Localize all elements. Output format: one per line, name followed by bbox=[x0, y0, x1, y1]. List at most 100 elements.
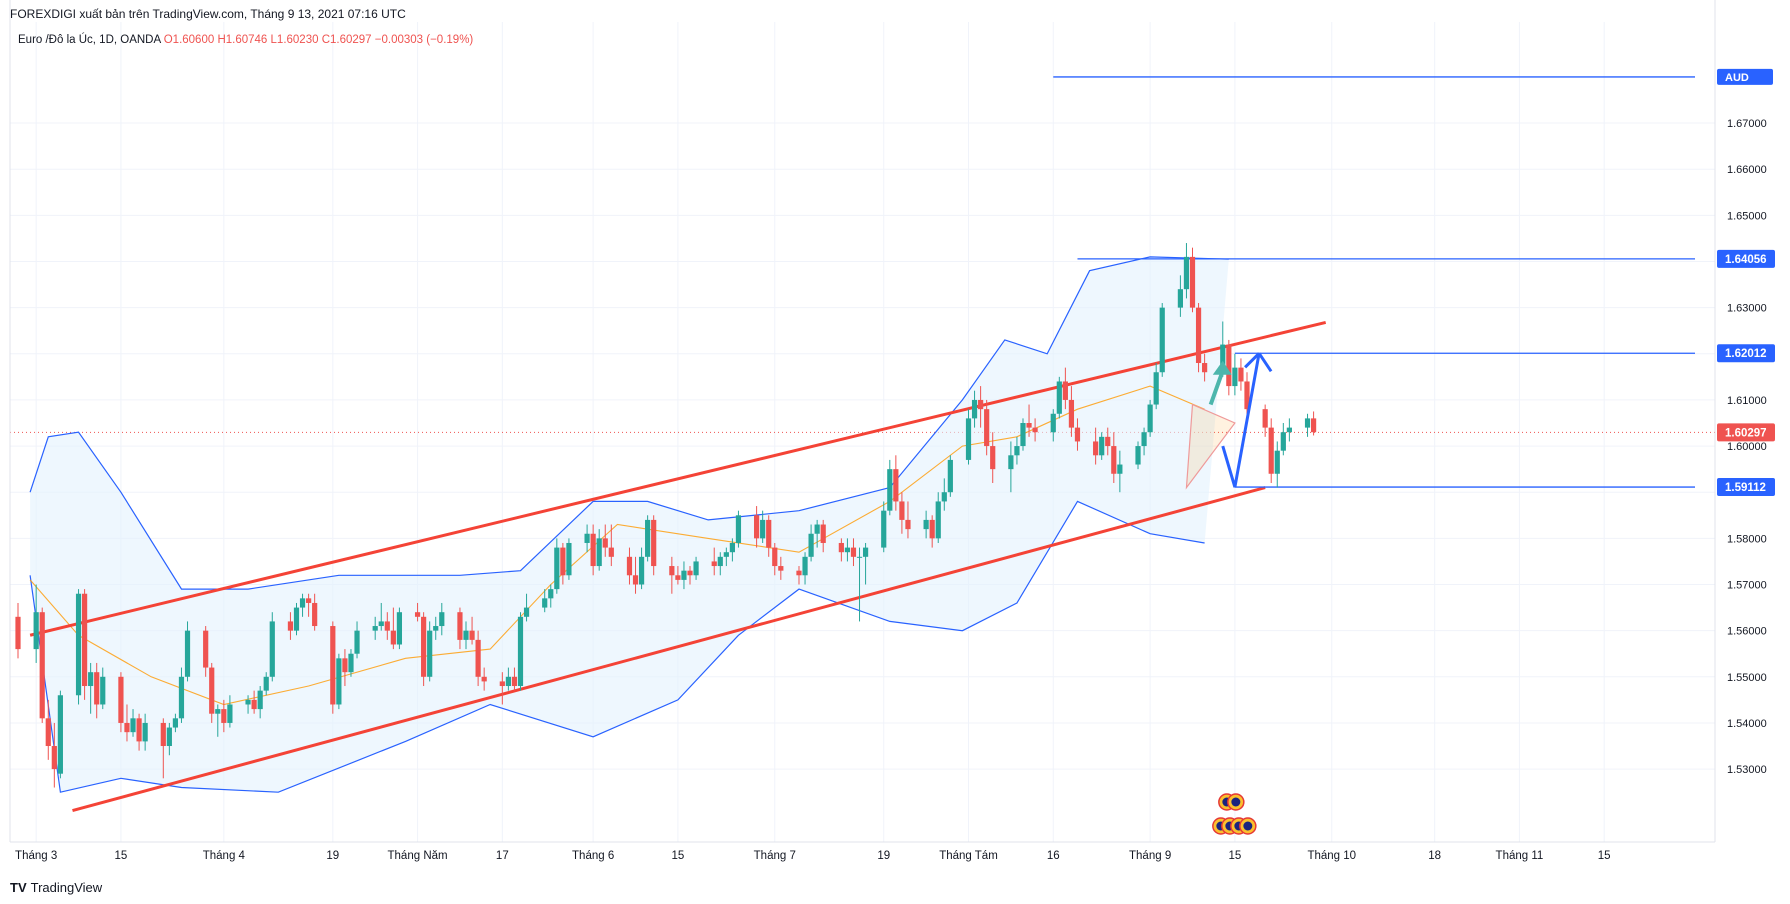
price-tick-label[interactable]: 1.61000 bbox=[1727, 395, 1767, 407]
price-tick-label[interactable]: 1.66000 bbox=[1727, 164, 1767, 176]
time-tick-label[interactable]: Tháng 9 bbox=[1129, 850, 1171, 862]
time-tick-label[interactable]: 16 bbox=[1047, 850, 1060, 862]
event-flag-icon[interactable] bbox=[1227, 793, 1245, 811]
candle bbox=[1304, 413, 1311, 437]
channel-upper-line[interactable] bbox=[29, 320, 1327, 637]
candle-body bbox=[965, 418, 972, 460]
axes[interactable]: 1.670001.660001.650001.640001.630001.620… bbox=[9, 0, 1775, 862]
candle bbox=[414, 602, 421, 622]
candle-body bbox=[142, 722, 148, 742]
candle bbox=[923, 510, 929, 539]
candle bbox=[517, 612, 524, 691]
candle-body bbox=[160, 722, 166, 747]
candle bbox=[209, 662, 215, 723]
price-tick-label[interactable]: 1.56000 bbox=[1727, 626, 1767, 638]
channel-lower-line[interactable] bbox=[72, 486, 1266, 813]
price-tick-label[interactable]: 1.67000 bbox=[1727, 118, 1767, 130]
candle bbox=[1153, 363, 1159, 410]
candle-body bbox=[1183, 256, 1190, 290]
time-tick-label[interactable]: Tháng 10 bbox=[1307, 850, 1356, 862]
time-tick-label[interactable]: Tháng 4 bbox=[203, 850, 246, 862]
ohlc-change: −0.00303 (−0.19%) bbox=[374, 34, 474, 46]
time-tick-label[interactable]: 15 bbox=[1228, 850, 1241, 862]
level-price-label-bg bbox=[1717, 344, 1775, 363]
candle-body bbox=[669, 566, 675, 576]
candle-body bbox=[312, 602, 318, 627]
candle-body bbox=[251, 699, 257, 710]
event-flag-icon[interactable] bbox=[1239, 817, 1257, 835]
candle-body bbox=[881, 510, 887, 548]
candle bbox=[372, 616, 378, 640]
candle bbox=[1056, 376, 1062, 419]
time-tick-label[interactable]: Tháng 7 bbox=[754, 850, 796, 862]
candle-body bbox=[596, 538, 602, 567]
candle bbox=[802, 552, 808, 585]
horizontal-levels[interactable] bbox=[1053, 76, 1695, 488]
candle-body bbox=[427, 630, 433, 677]
candle bbox=[88, 662, 94, 714]
time-tick-label[interactable]: 19 bbox=[877, 850, 890, 862]
candle bbox=[221, 699, 227, 733]
candle-body bbox=[626, 556, 633, 576]
candle-body bbox=[1177, 289, 1183, 308]
currency-tag-label: AUD bbox=[1725, 72, 1749, 84]
price-tick-label[interactable]: 1.57000 bbox=[1727, 580, 1767, 592]
candle-body bbox=[1262, 409, 1268, 428]
price-tick-label[interactable]: 1.63000 bbox=[1727, 303, 1767, 315]
time-tick-label[interactable]: Tháng Tám bbox=[939, 850, 998, 862]
candle bbox=[645, 515, 651, 562]
drawings[interactable] bbox=[1185, 352, 1273, 490]
time-tick-label[interactable]: Tháng 3 bbox=[15, 850, 57, 862]
time-tick-label[interactable]: 17 bbox=[496, 850, 509, 862]
time-tick-label[interactable]: 15 bbox=[1598, 850, 1611, 862]
time-tick-label[interactable]: 19 bbox=[326, 850, 339, 862]
candle-body bbox=[978, 399, 984, 410]
candle-body bbox=[45, 718, 51, 747]
price-tick-label[interactable]: 1.53000 bbox=[1727, 764, 1767, 776]
time-tick-label[interactable]: Tháng Năm bbox=[388, 850, 448, 862]
candle-body bbox=[57, 695, 63, 774]
candle bbox=[1310, 411, 1317, 436]
candle bbox=[257, 686, 263, 719]
candle bbox=[1238, 358, 1244, 391]
candle-body bbox=[1147, 404, 1153, 433]
candle-body bbox=[638, 556, 645, 585]
candle bbox=[342, 649, 348, 687]
price-tick-label[interactable]: 1.60000 bbox=[1727, 441, 1767, 453]
candle-body bbox=[1068, 399, 1075, 428]
candle-body bbox=[711, 561, 717, 567]
candle bbox=[1226, 339, 1232, 396]
candle-body bbox=[1008, 455, 1014, 470]
time-tick-label[interactable]: Tháng 6 bbox=[572, 850, 614, 862]
candle bbox=[814, 519, 820, 548]
candle-body bbox=[796, 570, 802, 576]
trend-channel[interactable] bbox=[29, 320, 1327, 813]
brand-footer[interactable]: TV TradingView bbox=[10, 880, 102, 895]
economic-events[interactable] bbox=[1212, 793, 1257, 835]
price-tick-label[interactable]: 1.58000 bbox=[1727, 533, 1767, 545]
candle bbox=[990, 432, 996, 483]
candle-body bbox=[100, 676, 106, 705]
candle-body bbox=[1062, 381, 1068, 400]
time-tick-label[interactable]: 18 bbox=[1428, 850, 1441, 862]
candle bbox=[675, 566, 681, 585]
candle-body bbox=[1238, 367, 1244, 382]
candle bbox=[844, 538, 851, 562]
price-tick-label[interactable]: 1.65000 bbox=[1727, 210, 1767, 222]
time-tick-label[interactable]: 15 bbox=[672, 850, 685, 862]
candle-body bbox=[651, 519, 657, 567]
price-tick-label[interactable]: 1.55000 bbox=[1727, 672, 1767, 684]
price-tick-label[interactable]: 1.54000 bbox=[1727, 718, 1767, 730]
projection-arrow-head-right bbox=[1257, 352, 1273, 373]
time-tick-label[interactable]: 15 bbox=[115, 850, 128, 862]
candle-body bbox=[166, 727, 172, 747]
candlesticks bbox=[15, 243, 1317, 788]
candle bbox=[862, 542, 869, 585]
candle-body bbox=[348, 653, 354, 673]
time-tick-label[interactable]: Tháng 11 bbox=[1496, 850, 1544, 862]
candle bbox=[554, 538, 560, 594]
candle bbox=[935, 492, 941, 543]
candle bbox=[45, 699, 51, 760]
candle-body bbox=[94, 672, 100, 705]
